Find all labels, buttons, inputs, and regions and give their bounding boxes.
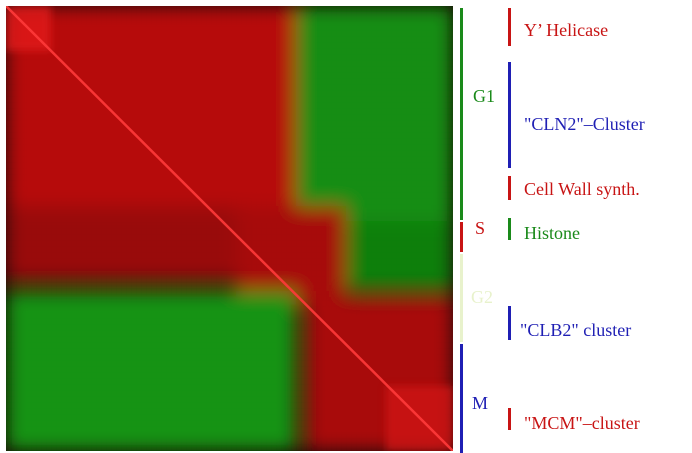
- heatmap-block-right-mid: [346, 221, 453, 291]
- cluster-label-mcm: "MCM"–cluster: [524, 413, 640, 433]
- phase-label-g1: G1: [473, 86, 495, 106]
- phase-label-m: M: [472, 393, 489, 413]
- correlation-heatmap: [6, 6, 453, 451]
- phase-label-g2: G2: [471, 287, 493, 307]
- heatmap-block-bottom-left: [6, 291, 296, 451]
- cluster-bar-cell-wall: [508, 176, 511, 200]
- cluster-bar-clb2: [508, 306, 511, 340]
- phase-label-s: S: [475, 218, 486, 238]
- heatmap-diagonal: [6, 6, 453, 451]
- phase-bar-m: [460, 344, 463, 453]
- cluster-label-clb2: "CLB2" cluster: [520, 320, 632, 340]
- phase-bar-s: [460, 222, 463, 252]
- cluster-bar-cln2: [508, 62, 511, 168]
- cluster-bar-y-helicase: [508, 8, 511, 46]
- cluster-label-cell-wall: Cell Wall synth.: [524, 179, 640, 199]
- cluster-label-y-helicase: Y’ Helicase: [524, 20, 609, 40]
- phase-bar-g1: [460, 8, 463, 220]
- heatmap-block-top-right: [296, 6, 453, 221]
- cluster-bar-mcm: [508, 408, 511, 430]
- heatmap-block-mid-left: [6, 206, 236, 281]
- heatmap-graphic: [6, 6, 453, 451]
- phase-bar-g2: [460, 254, 463, 342]
- cluster-label-histone: Histone: [524, 223, 580, 243]
- heatmap-block-top-left: [6, 6, 296, 206]
- cluster-bar-histone: [508, 218, 511, 240]
- cluster-label-cln2: "CLN2"–Cluster: [524, 114, 645, 134]
